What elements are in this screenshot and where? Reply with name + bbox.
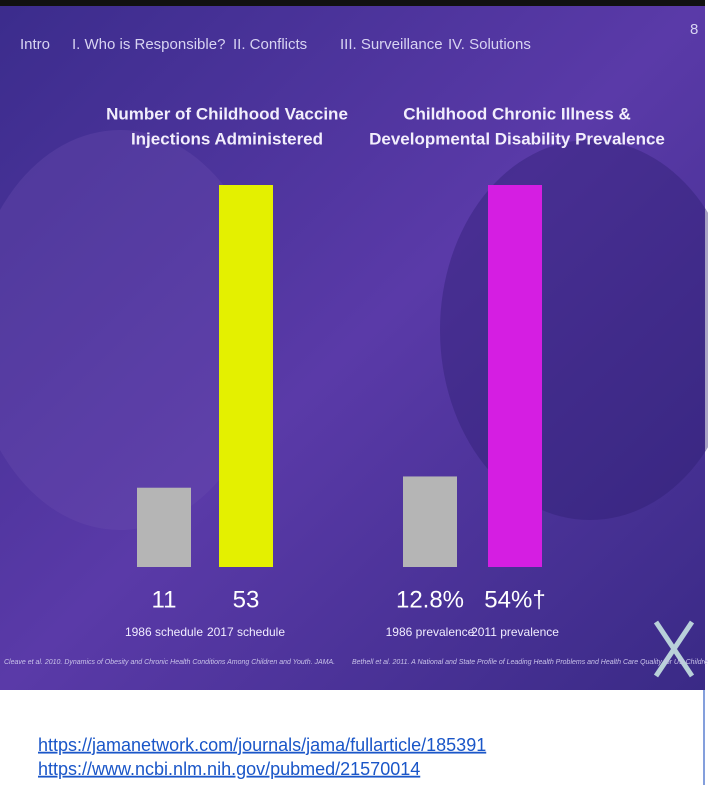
background-figure [0,130,270,530]
page-number: 8 [690,21,698,38]
nav-item: II. Conflicts [233,36,307,53]
footnote: Cleave et al. 2010. Dynamics of Obesity … [4,659,335,666]
category-label: 1986 prevalence [386,625,475,639]
top-edge [0,0,705,6]
value-label: 11 [152,586,177,613]
nav-item: Intro [20,36,50,53]
chart-title: Childhood Chronic Illness & [403,104,631,123]
category-label: 2017 schedule [207,625,285,639]
nav-item: IV. Solutions [448,36,531,53]
category-label: 1986 schedule [125,625,203,639]
link[interactable]: https://jamanetwork.com/journals/jama/fu… [38,735,486,755]
bar [403,476,457,567]
bar [219,185,273,567]
chart-title: Developmental Disability Prevalence [369,129,665,148]
value-label: 54%† [484,586,545,613]
chart-title: Injections Administered [131,129,323,148]
value-label: 53 [233,586,260,613]
nav-item: III. Surveillance [340,36,443,53]
footnote: Bethell et al. 2011. A National and Stat… [352,659,708,666]
link[interactable]: https://www.ncbi.nlm.nih.gov/pubmed/2157… [38,759,420,779]
bar [488,185,542,567]
value-label: 12.8% [396,586,464,613]
logo [653,620,695,678]
category-label: 2011 prevalence [471,625,559,639]
nav-item: I. Who is Responsible? [72,36,225,53]
chart-title: Number of Childhood Vaccine [106,104,348,123]
bar [137,487,191,567]
slide-background [0,0,705,690]
